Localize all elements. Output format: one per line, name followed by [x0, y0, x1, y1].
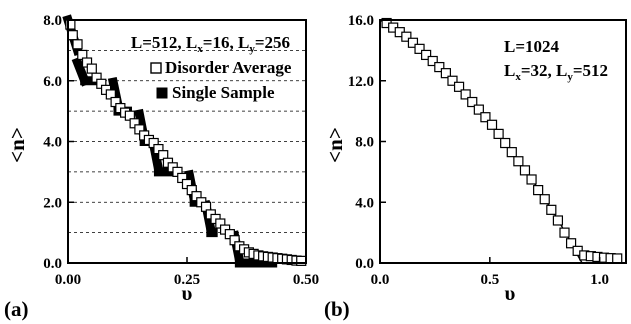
b-average-point [434, 61, 445, 73]
b-panel-label: (b) [324, 297, 350, 321]
a-y-tick-label: 4.0 [43, 135, 62, 151]
a-y-tick-label: 0.0 [43, 256, 62, 272]
b-average-point [407, 37, 419, 48]
b-y-tick-label: 8.0 [355, 135, 374, 151]
b-average-point [552, 215, 564, 226]
b-fit-curve [379, 19, 583, 264]
a-x-tick-label: 0.00 [55, 272, 81, 288]
b-average-point [421, 49, 432, 61]
b-fit-line [379, 19, 583, 264]
a-legend: Disorder Average Single Sample [150, 58, 292, 102]
b-y-tick-label: 4.0 [355, 195, 374, 211]
panel-b: 0.0 0.5 1.0 0.0 4.0 8.0 12.0 16.0 L=1024 Lx=32,… [323, 13, 627, 321]
a-average-point [67, 30, 78, 41]
a-y-axis-label: <n> [5, 127, 29, 163]
a-ticks: 0.00 0.25 0.50 0.0 2.0 4.0 6.0 8.0 [43, 13, 319, 288]
b-y-tick-label: 12.0 [348, 74, 374, 90]
a-x-tick-label: 0.50 [293, 272, 319, 288]
legend-filled-square-marker [156, 87, 168, 99]
a-annotation: L=512, Lx=16, Ly=256 [131, 33, 290, 55]
b-average-point [473, 104, 484, 115]
b-y-tick-label: 0.0 [355, 256, 374, 272]
a-y-tick-label: 8.0 [43, 13, 62, 29]
b-average-point [440, 68, 451, 79]
b-average-point [513, 156, 524, 167]
b-average-point [414, 43, 425, 54]
b-average-point [401, 31, 412, 42]
a-x-axis-label: υ [182, 281, 193, 305]
b-x-tick-label: 1.0 [590, 272, 609, 288]
b-y-axis-label: <n> [323, 127, 347, 163]
panel-a: 0.00 0.25 0.50 0.0 2.0 4.0 6.0 8.0 L=512, Lx=16… [4, 13, 319, 321]
a-disorder-average-series [65, 19, 307, 266]
b-average-point [453, 81, 465, 92]
b-y-tick-label: 16.0 [348, 13, 374, 29]
a-plot-frame [67, 19, 307, 264]
b-average-point [506, 147, 517, 158]
b-x-tick-label: 0.0 [371, 272, 390, 288]
b-average-point [526, 174, 537, 185]
b-annotation-line-1: L=1024 [504, 37, 560, 56]
a-x-tick-label: 0.25 [174, 272, 200, 288]
a-reference-lines [68, 49, 306, 234]
b-average-point [447, 75, 458, 86]
b-disorder-average-series [381, 17, 623, 264]
b-average-point [612, 253, 623, 264]
a-panel-label: (a) [4, 297, 29, 321]
b-average-point [500, 137, 511, 149]
b-average-point [546, 204, 557, 215]
b-average-point [480, 112, 491, 123]
b-average-point [467, 96, 478, 108]
b-ticks: 0.0 0.5 1.0 0.0 4.0 8.0 12.0 16.0 [348, 13, 609, 288]
a-y-tick-label: 6.0 [43, 74, 62, 90]
b-x-axis-label: υ [505, 281, 516, 305]
b-average-point [486, 119, 498, 130]
a-y-tick-label: 2.0 [43, 195, 62, 211]
b-annotation-line-2: Lx=32, Ly=512 [504, 61, 608, 83]
b-average-point [427, 55, 438, 67]
a-average-point [86, 63, 97, 74]
legend-open-square-marker [150, 62, 162, 74]
a-average-point [296, 255, 307, 266]
b-x-tick-label: 0.5 [480, 272, 499, 288]
b-average-point [460, 89, 471, 100]
b-average-point [519, 165, 531, 176]
b-average-point [565, 238, 577, 249]
b-average-point [533, 185, 544, 196]
legend-entry-single-sample: Single Sample [172, 83, 275, 102]
b-average-point [539, 194, 550, 205]
a-average-point [72, 39, 83, 50]
legend-entry-disorder-average: Disorder Average [165, 58, 292, 77]
b-average-point [493, 128, 504, 140]
b-average-point [559, 227, 570, 238]
